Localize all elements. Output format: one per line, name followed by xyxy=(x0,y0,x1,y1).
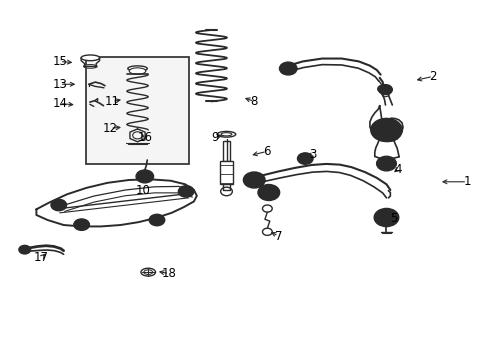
Ellipse shape xyxy=(141,268,155,276)
Text: 1: 1 xyxy=(463,175,470,188)
Ellipse shape xyxy=(129,68,145,74)
Circle shape xyxy=(370,118,401,141)
Text: 14: 14 xyxy=(52,97,67,110)
Circle shape xyxy=(74,219,89,230)
Ellipse shape xyxy=(217,131,235,137)
Ellipse shape xyxy=(83,64,97,68)
Circle shape xyxy=(279,62,296,75)
Text: 3: 3 xyxy=(308,148,316,161)
Circle shape xyxy=(136,170,153,183)
Circle shape xyxy=(373,208,398,226)
Text: 7: 7 xyxy=(274,230,282,243)
Text: 12: 12 xyxy=(102,122,118,135)
Bar xyxy=(86,57,188,164)
Circle shape xyxy=(149,214,164,226)
Text: 4: 4 xyxy=(393,163,401,176)
Text: 5: 5 xyxy=(390,212,397,225)
Text: 15: 15 xyxy=(52,55,67,68)
Circle shape xyxy=(178,186,194,197)
Text: 16: 16 xyxy=(137,131,152,144)
Ellipse shape xyxy=(81,55,100,61)
Circle shape xyxy=(376,157,395,171)
Text: 18: 18 xyxy=(162,267,176,280)
Circle shape xyxy=(243,172,264,188)
Text: 6: 6 xyxy=(263,145,270,158)
Text: 10: 10 xyxy=(136,184,150,197)
Text: 9: 9 xyxy=(211,131,219,144)
Bar xyxy=(222,141,230,161)
Ellipse shape xyxy=(143,270,152,274)
Ellipse shape xyxy=(221,133,231,136)
Bar xyxy=(220,161,232,184)
Circle shape xyxy=(258,185,279,201)
Text: 11: 11 xyxy=(104,95,120,108)
Circle shape xyxy=(378,85,391,95)
Ellipse shape xyxy=(127,66,147,71)
Circle shape xyxy=(51,199,66,211)
Text: 2: 2 xyxy=(428,70,436,83)
Text: 8: 8 xyxy=(250,95,257,108)
Text: 13: 13 xyxy=(52,78,67,91)
Circle shape xyxy=(19,246,30,254)
Text: 17: 17 xyxy=(34,251,49,264)
Circle shape xyxy=(297,153,312,164)
